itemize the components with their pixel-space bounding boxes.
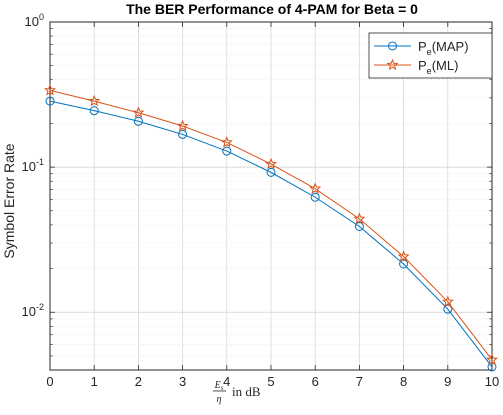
star-marker <box>176 119 189 132</box>
legend-label: Pe(MAP) <box>418 39 469 57</box>
star-marker <box>132 106 145 118</box>
x-axis-label: Es η in dB <box>213 380 261 405</box>
y-tick-label: 10-1 <box>22 157 44 174</box>
chart-title: The BER Performance of 4-PAM for Beta = … <box>126 1 418 17</box>
x-tick-label: 9 <box>444 374 451 389</box>
x-tick-label: 10 <box>485 374 499 389</box>
circle-marker <box>487 362 497 372</box>
circle-marker <box>89 106 99 116</box>
legend-entry: Pe(MAP) <box>374 39 469 57</box>
star-marker <box>88 94 101 107</box>
series-0 <box>45 96 497 372</box>
circle-marker <box>266 167 276 177</box>
x-tick-label: 6 <box>312 374 319 389</box>
circle-marker <box>310 192 320 202</box>
circle-marker <box>443 304 453 314</box>
series-line <box>49 100 493 368</box>
x-tick-label: 0 <box>46 374 53 389</box>
legend-marker <box>388 41 397 51</box>
x-label-numerator: Es <box>214 380 224 392</box>
circle-marker <box>133 116 143 126</box>
legend-box <box>368 32 493 79</box>
circle-marker <box>354 221 364 231</box>
x-tick-label: 1 <box>91 374 98 389</box>
legend: Pe(MAP)Pe(ML) <box>368 32 493 79</box>
legend-label: Pe(ML) <box>418 58 458 76</box>
series-line <box>49 89 493 361</box>
x-tick-label: 3 <box>179 374 186 389</box>
star-marker <box>309 182 322 194</box>
star-marker <box>441 295 454 307</box>
y-axis-label: Symbol Error Rate <box>1 143 17 258</box>
x-tick-label: 4 <box>223 374 230 389</box>
x-tick-label: 2 <box>135 374 142 389</box>
series-area <box>43 84 499 372</box>
star-marker <box>264 157 278 170</box>
star-marker <box>397 250 410 262</box>
y-tick-label: 100 <box>25 12 44 29</box>
x-tick-label: 8 <box>400 374 407 389</box>
star-marker <box>220 136 233 148</box>
x-label-denominator: η <box>217 394 222 405</box>
star-marker <box>485 353 499 365</box>
x-tick-label: 5 <box>267 374 274 389</box>
series-1 <box>43 84 499 365</box>
circle-marker <box>178 129 188 139</box>
y-tick-label: 10-2 <box>22 302 44 319</box>
axis-ticks: 0 1 2 3 4 5 6 7 8 9 10 10-2 10-1 100 <box>22 12 500 389</box>
circle-marker <box>45 96 55 106</box>
grid-lines <box>50 22 492 370</box>
star-marker <box>353 212 366 224</box>
legend-marker <box>386 58 399 71</box>
x-label-suffix: in dB <box>232 384 261 399</box>
x-tick-label: 7 <box>356 374 363 389</box>
circle-marker <box>399 259 409 269</box>
star-marker <box>43 84 57 96</box>
circle-marker <box>222 146 232 156</box>
legend-entry: Pe(ML) <box>374 58 458 76</box>
